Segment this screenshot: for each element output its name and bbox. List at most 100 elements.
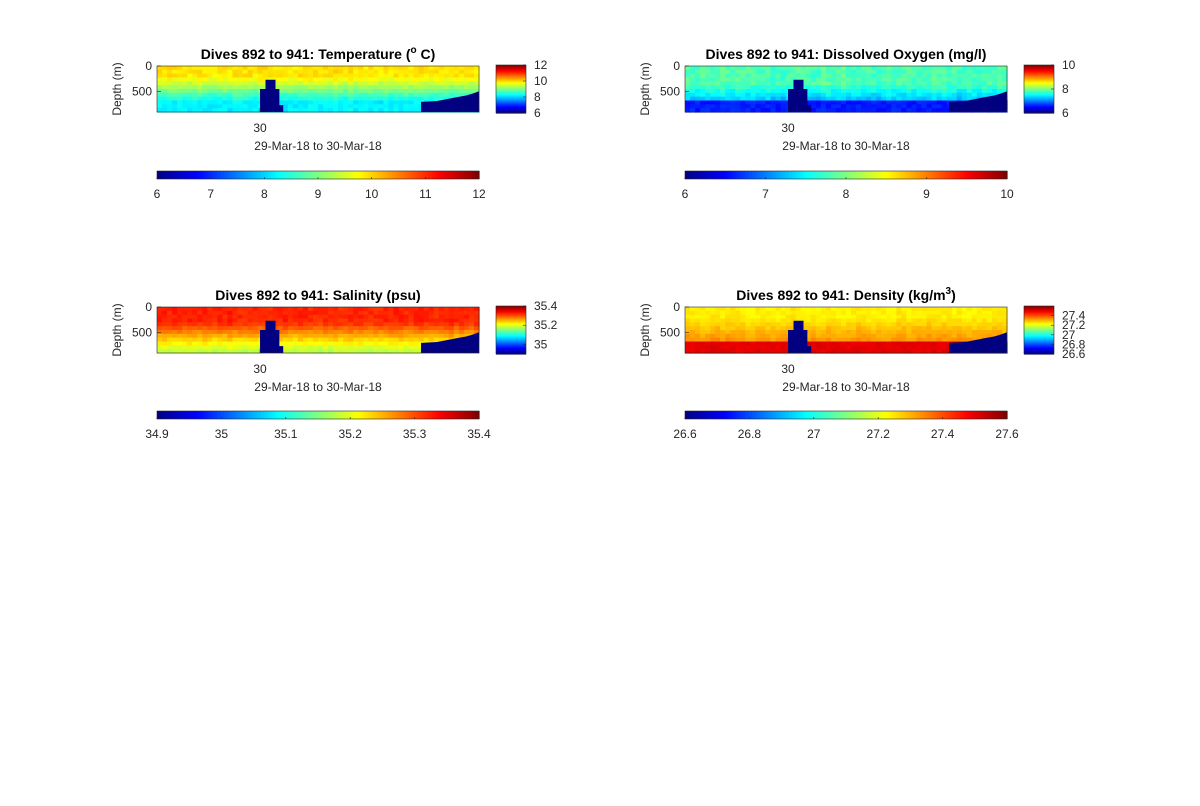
colorbar-swatch <box>792 411 797 419</box>
heatmap-cell <box>312 337 319 343</box>
heatmap-cell <box>187 89 193 94</box>
colorbar-swatch <box>496 97 526 99</box>
heatmap-cell <box>815 326 822 331</box>
heatmap-cell <box>373 108 379 113</box>
heatmap-cell <box>202 318 208 323</box>
heatmap-cell <box>388 341 395 346</box>
heatmap-cell <box>805 81 812 86</box>
heatmap-cell <box>418 330 425 335</box>
heatmap-cell <box>685 307 691 312</box>
colorbar-swatch <box>892 171 897 179</box>
heatmap-cell <box>177 69 183 75</box>
colorbar-swatch <box>778 171 783 179</box>
heatmap-cell <box>906 333 913 339</box>
heatmap-cell <box>891 77 897 82</box>
heatmap-cell <box>861 341 867 346</box>
side-colorbar-label: 35.2 <box>534 318 558 332</box>
heatmap-cell <box>428 322 435 327</box>
heatmap-cell <box>765 326 772 331</box>
colorbar-swatch <box>217 411 222 419</box>
heatmap-cell <box>172 66 178 71</box>
heatmap-cell <box>338 108 344 113</box>
heatmap-cell <box>282 108 289 113</box>
heatmap-cell <box>775 66 782 71</box>
heatmap-cell <box>805 96 812 102</box>
heatmap-cell <box>966 89 973 94</box>
heatmap-cell <box>227 314 234 320</box>
heatmap-cell <box>157 310 163 316</box>
heatmap-cell <box>187 330 193 335</box>
heatmap-cell <box>700 349 706 354</box>
heatmap-cell <box>846 326 852 331</box>
colorbar-swatch <box>1024 70 1054 72</box>
heatmap-cell <box>333 322 339 327</box>
heatmap-cell <box>227 89 234 94</box>
heatmap-cell <box>851 307 857 312</box>
heatmap-cell <box>252 85 259 90</box>
heatmap-cell <box>700 66 706 71</box>
heatmap-cell <box>403 85 410 90</box>
heatmap-cell <box>358 307 364 312</box>
heatmap-cell <box>237 69 244 75</box>
heatmap-cell <box>725 326 731 331</box>
heatmap-cell <box>780 345 787 350</box>
colorbar-swatch <box>799 171 803 179</box>
colorbar-swatch <box>415 171 420 179</box>
heatmap-cell <box>846 66 852 71</box>
colorbar-swatch <box>432 411 436 419</box>
colorbar-swatch <box>832 411 837 419</box>
heatmap-cell <box>785 69 792 75</box>
heatmap-cell <box>866 104 872 109</box>
colorbar-swatch <box>939 411 944 419</box>
heatmap-cell <box>167 77 173 82</box>
colorbar-swatch <box>496 316 526 318</box>
heatmap-cell <box>906 349 913 354</box>
heatmap-cell <box>755 318 762 323</box>
heatmap-cell <box>172 314 178 320</box>
heatmap-cell <box>222 100 229 105</box>
heatmap-cell <box>710 66 716 71</box>
heatmap-cell <box>408 307 415 312</box>
colorbar-swatch <box>923 171 928 179</box>
colorbar-swatch <box>496 90 526 92</box>
colorbar-swatch <box>1024 313 1054 315</box>
y-tick-label: 0 <box>673 300 680 314</box>
heatmap-cell <box>247 314 254 320</box>
heatmap-cell <box>835 310 842 316</box>
heatmap-cell <box>358 100 364 105</box>
heatmap-cell <box>463 330 470 335</box>
heatmap-cell <box>237 326 244 331</box>
axes-box <box>156 306 480 354</box>
heatmap-cell <box>881 100 887 105</box>
colorbar-swatch <box>170 171 175 179</box>
heatmap-cell <box>705 73 711 79</box>
heatmap-cell <box>408 69 415 75</box>
colorbar-swatch <box>742 411 746 419</box>
heatmap-cell <box>755 100 762 105</box>
heatmap-cell <box>685 77 691 82</box>
heatmap-cell <box>926 108 933 113</box>
heatmap-cell <box>690 104 696 109</box>
heatmap-cell <box>237 96 244 102</box>
colorbar-swatch <box>274 171 279 179</box>
heatmap-cell <box>695 341 701 346</box>
colorbar-swatch <box>1024 92 1054 94</box>
heatmap-cell <box>881 333 887 339</box>
heatmap-cell <box>328 349 334 354</box>
heatmap-cell <box>730 345 736 350</box>
heatmap-cell <box>690 337 696 343</box>
heatmap-cell <box>172 100 178 105</box>
colorbar-swatch <box>496 346 526 348</box>
colorbar-swatch <box>943 411 948 419</box>
heatmap-cell <box>323 69 329 75</box>
heatmap-cell <box>966 310 973 316</box>
heatmap-cell <box>328 345 334 350</box>
heatmap-cell <box>800 77 807 82</box>
heatmap-cell <box>358 77 364 82</box>
heatmap-cell <box>740 66 746 71</box>
heatmap-cell <box>931 349 938 354</box>
heatmap-cell <box>981 310 988 316</box>
heatmap-cell <box>232 345 239 350</box>
heatmap-cell <box>976 77 983 82</box>
